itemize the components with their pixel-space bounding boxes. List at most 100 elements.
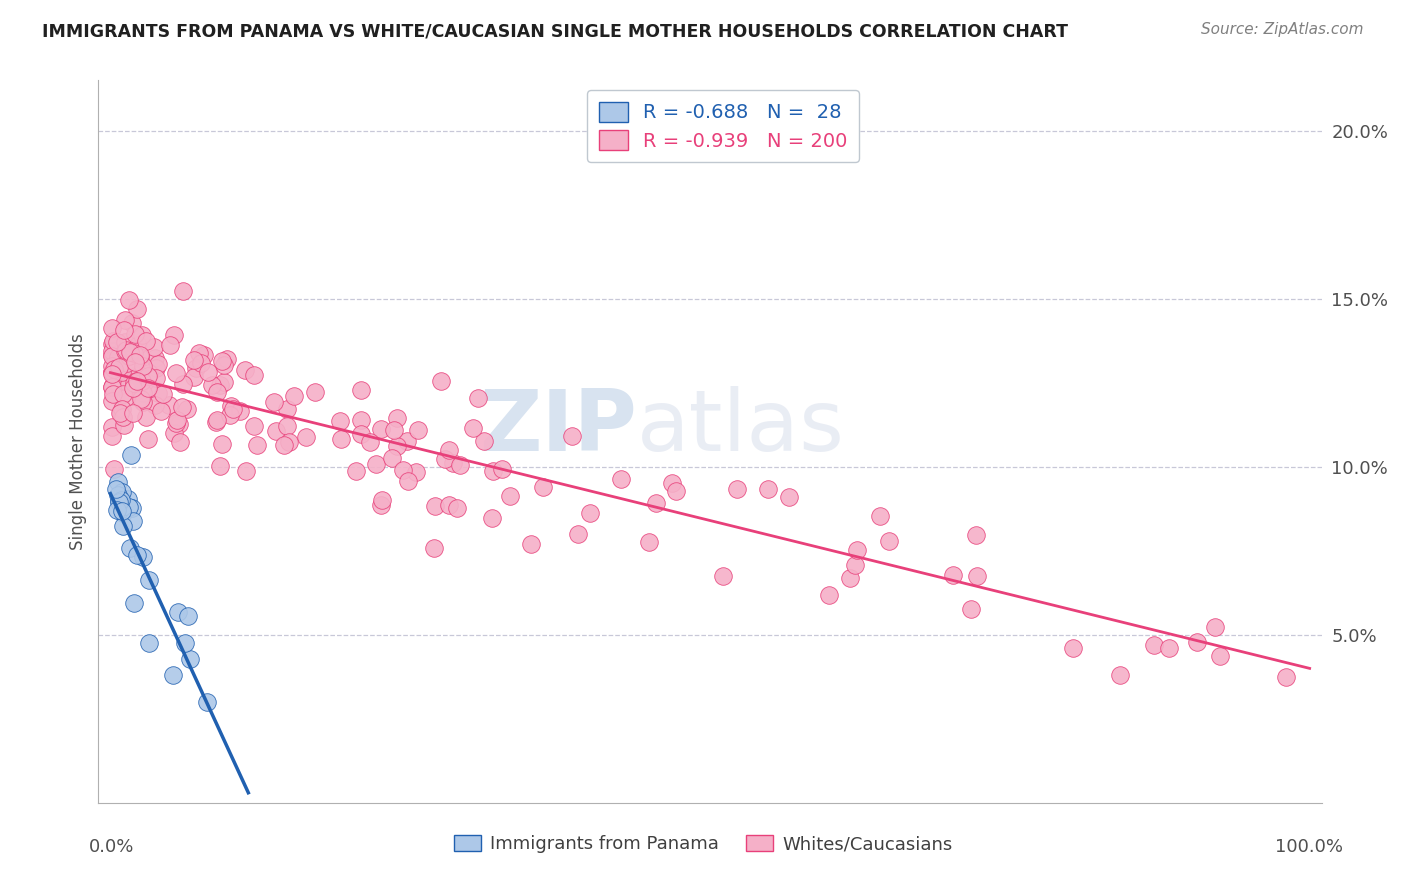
Text: Source: ZipAtlas.com: Source: ZipAtlas.com (1201, 22, 1364, 37)
Point (101, 339, 124, 353)
Point (152, 387, 174, 401)
Point (148, 357, 170, 371)
Point (711, 568, 734, 582)
Point (1143, 638, 1166, 652)
Point (131, 549, 153, 564)
Text: 0.0%: 0.0% (89, 838, 134, 855)
Point (665, 484, 688, 499)
Point (100, 337, 122, 351)
Point (162, 668, 184, 682)
Point (105, 334, 128, 349)
Point (195, 695, 218, 709)
Point (578, 506, 600, 520)
Point (186, 361, 208, 376)
Point (205, 384, 228, 399)
Point (146, 385, 169, 400)
Point (1274, 670, 1296, 684)
Point (101, 348, 124, 362)
Point (122, 596, 145, 610)
Legend: R = -0.688   N =  28, R = -0.939   N = 200: R = -0.688 N = 28, R = -0.939 N = 200 (586, 90, 859, 162)
Point (208, 378, 231, 392)
Point (108, 379, 131, 393)
Point (449, 458, 471, 472)
Point (157, 398, 180, 412)
Point (138, 366, 160, 380)
Point (439, 442, 461, 457)
Point (131, 328, 153, 343)
Point (264, 424, 287, 438)
Point (110, 363, 132, 377)
Point (519, 537, 541, 551)
Point (170, 400, 193, 414)
Point (100, 349, 122, 363)
Point (329, 414, 352, 428)
Point (246, 438, 269, 452)
Point (120, 376, 142, 391)
Point (121, 316, 143, 330)
Point (350, 426, 373, 441)
Point (472, 434, 495, 449)
Text: ZIP: ZIP (479, 385, 637, 468)
Point (423, 541, 446, 555)
Point (107, 350, 129, 364)
Point (283, 389, 305, 403)
Point (122, 514, 145, 528)
Point (818, 588, 841, 602)
Point (117, 377, 139, 392)
Point (756, 482, 779, 496)
Point (370, 498, 392, 512)
Point (100, 365, 122, 379)
Point (387, 410, 409, 425)
Point (100, 429, 122, 443)
Point (112, 417, 135, 432)
Point (725, 482, 748, 496)
Point (211, 437, 233, 451)
Point (482, 464, 505, 478)
Point (120, 541, 142, 556)
Point (112, 322, 135, 336)
Point (117, 491, 139, 506)
Point (124, 327, 146, 342)
Point (131, 385, 153, 400)
Point (105, 502, 128, 516)
Point (143, 351, 166, 365)
Point (129, 350, 152, 364)
Point (219, 408, 242, 422)
Point (966, 569, 988, 583)
Point (112, 387, 135, 401)
Point (100, 365, 122, 379)
Point (165, 416, 187, 430)
Point (100, 420, 122, 434)
Point (125, 368, 148, 383)
Text: IMMIGRANTS FROM PANAMA VS WHITE/CAUCASIAN SINGLE MOTHER HOUSEHOLDS CORRELATION C: IMMIGRANTS FROM PANAMA VS WHITE/CAUCASIA… (42, 22, 1069, 40)
Point (142, 340, 165, 354)
Point (349, 413, 371, 427)
Point (446, 500, 468, 515)
Point (138, 574, 160, 588)
Point (150, 404, 173, 418)
Point (122, 381, 145, 395)
Point (136, 368, 159, 383)
Point (111, 504, 134, 518)
Point (437, 498, 460, 512)
Point (117, 293, 139, 308)
Point (124, 355, 146, 369)
Point (166, 413, 188, 427)
Point (132, 395, 155, 409)
Point (159, 337, 181, 351)
Point (942, 568, 965, 582)
Point (125, 375, 148, 389)
Point (110, 406, 132, 420)
Point (381, 451, 404, 466)
Point (610, 472, 633, 486)
Point (211, 354, 233, 368)
Point (118, 500, 141, 514)
Point (405, 465, 427, 479)
Point (235, 363, 257, 377)
Point (111, 484, 134, 499)
Point (295, 430, 318, 444)
Point (110, 406, 132, 420)
Point (190, 356, 212, 370)
Point (430, 374, 453, 388)
Point (329, 432, 352, 446)
